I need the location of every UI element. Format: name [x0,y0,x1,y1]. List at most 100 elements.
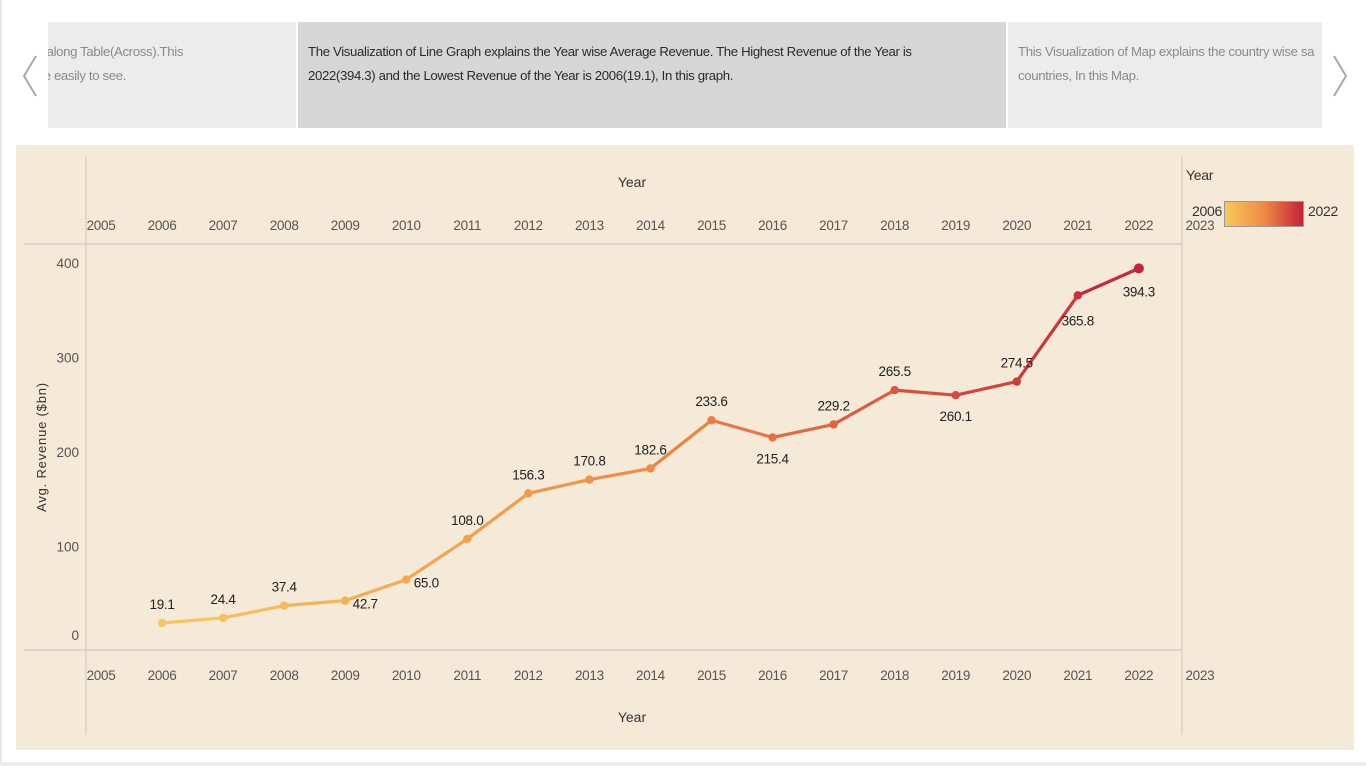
x-tick-label-bottom: 2016 [758,668,787,683]
data-point[interactable] [707,416,716,425]
x-tick-label-top: 2018 [880,218,909,233]
line-segment [709,418,775,440]
data-label: 260.1 [940,409,972,424]
x-tick-label-top: 2008 [270,218,299,233]
data-point[interactable] [463,534,472,544]
x-tick-label-bottom: 2018 [880,668,909,683]
frame-border-bottom [0,762,1366,766]
x-tick-label-bottom: 2017 [819,668,848,683]
x-tick-label-top: 2013 [575,218,604,233]
data-label: 65.0 [414,576,439,591]
data-point[interactable] [1133,263,1144,274]
line-segment [954,379,1019,397]
x-tick-label-bottom: 2009 [331,668,360,683]
x-tick-label-bottom: 2010 [392,668,421,683]
x-tick-label-top: 2011 [453,218,481,233]
data-label: 265.5 [879,364,911,379]
x-tick-label-bottom: 2021 [1063,668,1092,683]
data-point[interactable] [646,464,655,473]
legend-color-ramp [1224,201,1304,227]
data-point[interactable] [1012,377,1021,386]
x-tick-label-bottom: 2007 [209,668,238,683]
x-tick-label-top: 2020 [1002,218,1031,233]
dashboard-canvas: Year Year Avg. Revenue ($bn) 2005 2005 2006 20… [16,145,1354,750]
data-point[interactable] [1073,291,1083,300]
x-tick-label-bottom: 2011 [453,668,481,683]
data-point[interactable] [279,601,289,610]
story-point-previous[interactable]: nnual Share along Table(Across).This e c… [48,22,296,128]
x-tick-label-top: 2019 [941,218,970,233]
x-tick-label-bottom: 2013 [575,668,604,683]
line-segment [465,491,530,541]
line-segment [1015,293,1080,384]
line-segment [648,418,714,471]
x-tick-label-top: 2021 [1063,218,1092,233]
y-tick-label: 400 [56,256,79,271]
x-tick-label-bottom: 2022 [1124,668,1153,683]
line-segment [1076,266,1141,297]
caption-line: The Visualization of Line Graph explains… [308,44,912,59]
data-label: 274.5 [1001,356,1033,371]
x-tick-label-bottom: 2015 [697,668,726,683]
data-point[interactable] [951,391,960,400]
line-segment [404,537,469,582]
data-label: 37.4 [272,580,298,595]
line-segment [221,604,286,620]
story-points-strip: nnual Share along Table(Across).This e c… [48,22,1322,128]
story-point-current[interactable]: The Visualization of Line Graph explains… [298,22,1006,128]
x-tick-label-bottom: 2023 [1185,668,1214,683]
x-axis-title-top: Year [618,174,647,190]
data-label: 229.2 [817,398,849,413]
line-segment [893,388,958,397]
caption-line: countries, In this Map. [1018,68,1139,83]
x-tick-label-top: 2010 [392,218,421,233]
chevron-left-icon [22,55,37,97]
data-point[interactable] [890,385,899,395]
data-point[interactable] [768,433,777,442]
line-segment [770,422,836,440]
x-tick-label-top: 2006 [148,218,177,233]
line-segment [282,599,347,608]
x-tick-label-top: 2009 [331,218,360,233]
data-point[interactable] [341,596,350,605]
story-point-next[interactable]: This Visualization of Map explains the c… [1008,22,1322,128]
x-tick-label-top: 2015 [697,218,726,233]
data-label: 108.0 [451,513,483,528]
y-tick-label: 0 [71,628,79,643]
data-point[interactable] [218,613,228,623]
x-tick-label-top: 2012 [514,218,543,233]
x-axis-title-bottom: Year [618,709,647,725]
data-label: 24.4 [211,592,237,607]
data-point[interactable] [585,475,594,484]
data-label: 19.1 [150,597,175,612]
data-point[interactable] [524,489,533,498]
x-tick-label-top: 2014 [636,218,666,233]
caption-line: 2022(394.3) and the Lowest Revenue of th… [308,68,734,83]
x-tick-label-bottom: 2006 [148,668,177,683]
line-chart: Year Year Avg. Revenue ($bn) 2005 2005 2006 20… [24,157,1215,735]
data-point[interactable] [402,575,411,584]
y-axis-title: Avg. Revenue ($bn) [34,382,49,512]
data-label: 394.3 [1123,284,1155,299]
x-tick-label-bottom: 2012 [514,668,543,683]
x-tick-label-top: 2007 [209,218,238,233]
x-tick-label-top: 2005 [87,218,116,233]
data-label: 365.8 [1062,313,1094,328]
data-label: 182.6 [634,442,666,457]
next-story-point-button[interactable] [1326,50,1354,102]
x-tick-label-bottom: 2014 [636,668,666,683]
x-tick-label-bottom: 2020 [1002,668,1031,683]
data-label: 170.8 [573,454,605,469]
data-point[interactable] [829,420,838,429]
data-label: 215.4 [756,451,789,466]
line-segment [343,577,408,603]
line-segment [587,466,653,482]
data-point[interactable] [157,618,167,628]
x-tick-label-bottom: 2005 [87,668,116,683]
legend-min-label: 2006 [1192,203,1222,219]
data-label: 156.3 [512,467,544,482]
chevron-right-icon [1333,55,1348,97]
previous-story-point-button[interactable] [16,50,44,102]
x-tick-label-bottom: 2008 [270,668,299,683]
caption-line: nnual Share along Table(Across).This [48,44,184,59]
